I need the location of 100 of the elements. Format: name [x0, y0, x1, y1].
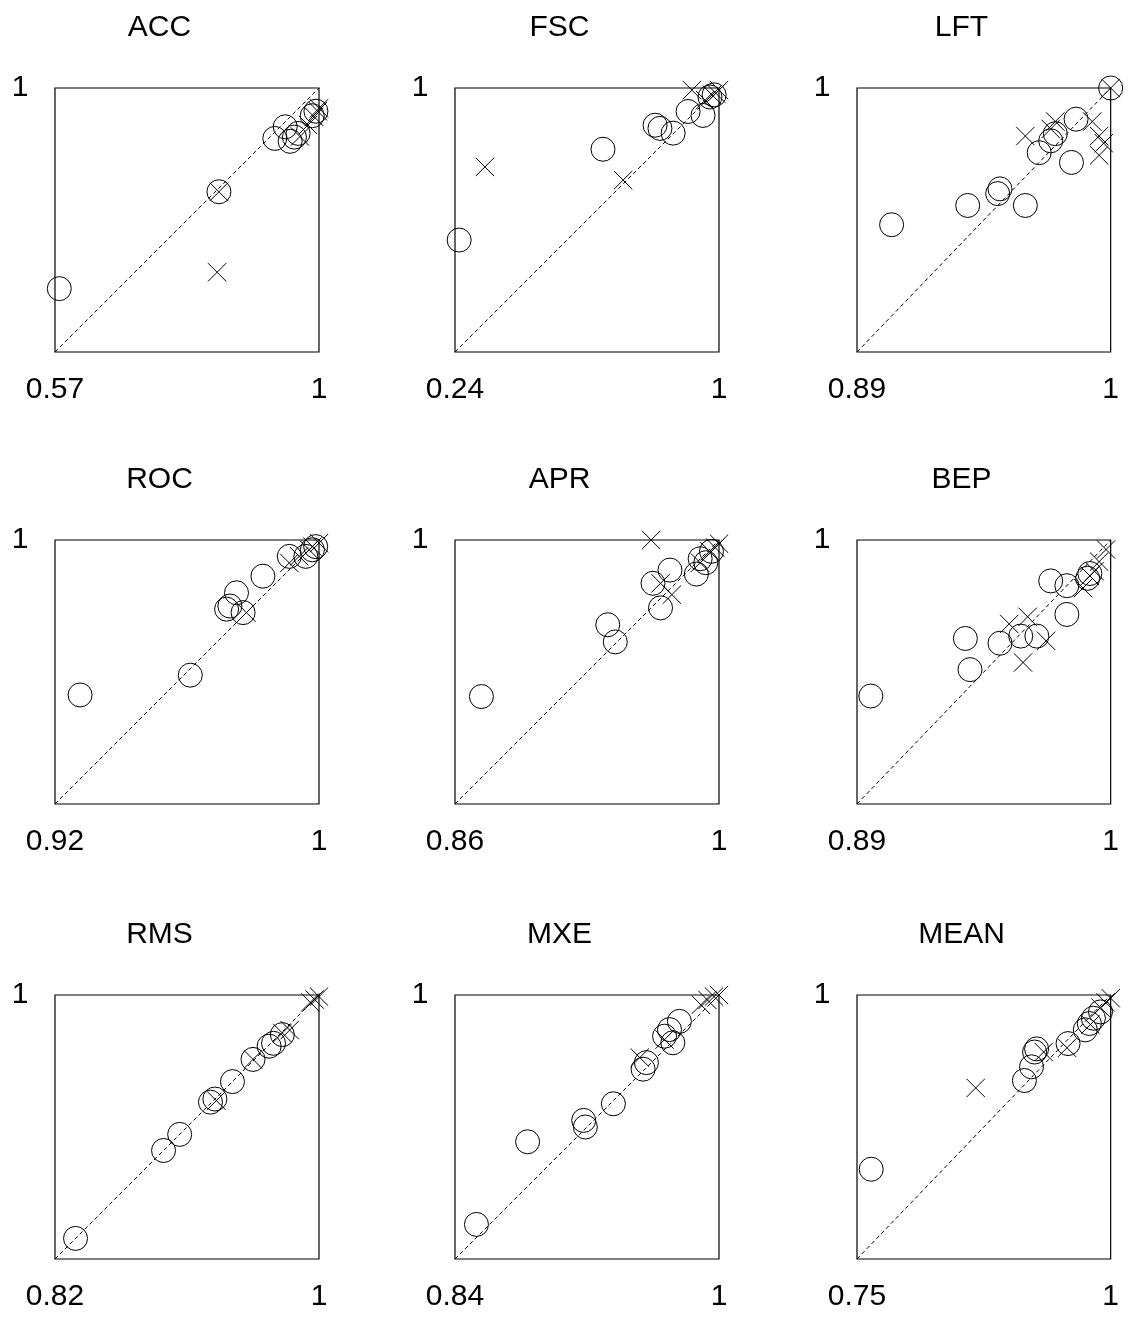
point	[955, 192, 981, 218]
point	[1011, 1068, 1037, 1094]
point	[167, 1121, 193, 1147]
point	[697, 990, 718, 1010]
point	[463, 1211, 489, 1237]
point	[262, 125, 288, 151]
x-tick-label: 1	[710, 1278, 728, 1312]
point	[647, 115, 673, 141]
point	[690, 102, 716, 128]
point	[303, 98, 329, 124]
x-tick-label: 0.89	[827, 823, 887, 857]
point	[590, 136, 616, 162]
text: 1	[411, 69, 429, 103]
point	[1094, 133, 1114, 153]
point	[1082, 111, 1102, 132]
chart-title: MXE	[526, 916, 593, 950]
point	[1024, 623, 1050, 649]
point	[63, 1225, 89, 1251]
point	[300, 992, 320, 1013]
point	[858, 683, 884, 709]
chart-title: BEP	[931, 461, 992, 495]
point	[293, 543, 319, 569]
point	[858, 1156, 884, 1182]
point	[1080, 1005, 1106, 1031]
point	[197, 1089, 223, 1115]
point	[1054, 573, 1080, 599]
text: 1	[813, 69, 831, 103]
x-tick-label: 1	[1102, 823, 1119, 857]
x-tick-label: 0.92	[25, 823, 85, 857]
point	[652, 1023, 678, 1049]
point	[687, 546, 713, 572]
point	[966, 1078, 986, 1098]
point	[691, 995, 711, 1015]
point	[276, 543, 302, 569]
point	[219, 1069, 245, 1095]
chart-title: RMS	[126, 916, 193, 950]
point	[1045, 111, 1066, 132]
point	[1008, 623, 1034, 649]
point	[1096, 539, 1116, 560]
point	[1089, 551, 1109, 572]
point	[1017, 607, 1038, 627]
point	[660, 120, 686, 146]
point	[272, 114, 298, 140]
point	[572, 1114, 598, 1140]
point	[1038, 128, 1064, 154]
chart-title: FSC	[529, 9, 590, 43]
point	[704, 986, 724, 1007]
point	[207, 262, 227, 282]
point	[177, 662, 203, 688]
point	[1042, 121, 1068, 147]
point	[1013, 652, 1033, 673]
point	[46, 276, 72, 302]
point	[1054, 601, 1080, 627]
text: 1	[11, 976, 29, 1010]
point	[987, 630, 1013, 656]
point	[151, 1138, 177, 1163]
point	[657, 557, 683, 583]
point	[1058, 149, 1084, 175]
text: 1	[411, 521, 429, 555]
chart-title: APR	[528, 461, 591, 495]
point	[468, 684, 494, 710]
point	[633, 1050, 659, 1076]
point	[304, 989, 325, 1010]
point	[1038, 568, 1064, 594]
x-tick-label: 1	[310, 1278, 328, 1312]
chart-title: LFT	[934, 9, 989, 43]
point	[999, 614, 1019, 634]
point	[657, 1017, 682, 1043]
point	[256, 1033, 282, 1059]
x-tick-label: 1	[710, 371, 728, 405]
text: 1	[11, 521, 29, 555]
point	[957, 657, 983, 683]
x-tick-label: 0.84	[425, 1278, 485, 1312]
point	[1012, 192, 1038, 218]
x-tick-label: 0.82	[25, 1278, 85, 1312]
point	[952, 625, 978, 651]
point	[985, 181, 1011, 207]
point	[1063, 106, 1089, 132]
point	[987, 176, 1013, 202]
text: 1	[411, 976, 429, 1010]
point	[660, 1030, 686, 1056]
point	[261, 1030, 287, 1056]
text: 1	[813, 976, 831, 1010]
chart-title: ROC	[126, 461, 193, 495]
point	[641, 530, 661, 550]
point	[1072, 1017, 1098, 1043]
x-tick-label: 1	[310, 371, 328, 405]
point	[571, 1107, 597, 1133]
point	[1026, 140, 1052, 166]
point	[1100, 988, 1121, 1008]
point	[230, 600, 256, 626]
point	[675, 99, 701, 124]
x-tick-label: 1	[1102, 1278, 1119, 1312]
point	[648, 595, 674, 621]
point	[515, 1129, 541, 1155]
x-tick-label: 1	[1102, 371, 1119, 405]
point	[662, 584, 682, 605]
point	[640, 570, 666, 596]
point	[1088, 999, 1114, 1025]
point	[879, 212, 905, 238]
